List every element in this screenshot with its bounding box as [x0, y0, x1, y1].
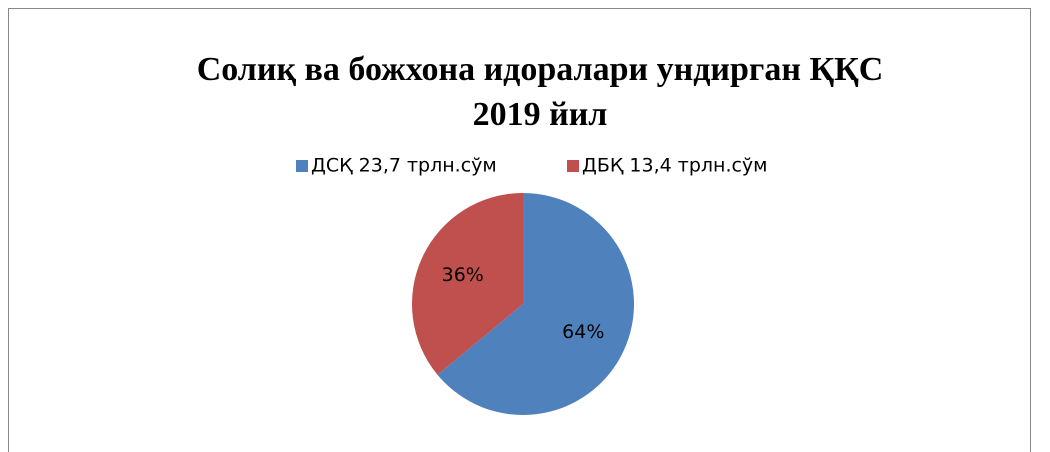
chart-title: 2019 йил — [473, 96, 608, 133]
legend-label: ДСҚ 23,7 трлн.сўм — [311, 155, 497, 177]
data-label: 64% — [562, 321, 604, 343]
pie-slice — [437, 193, 635, 416]
data-label: 36% — [442, 264, 484, 286]
legend-label: ДБҚ 13,4 трлн.сўм — [582, 155, 768, 177]
chart-title: Солиқ ва божхона идоралари ундирган ҚҚС — [197, 51, 884, 88]
legend-swatch — [296, 160, 308, 172]
legend-swatch — [567, 160, 579, 172]
pie-slice — [412, 193, 523, 375]
